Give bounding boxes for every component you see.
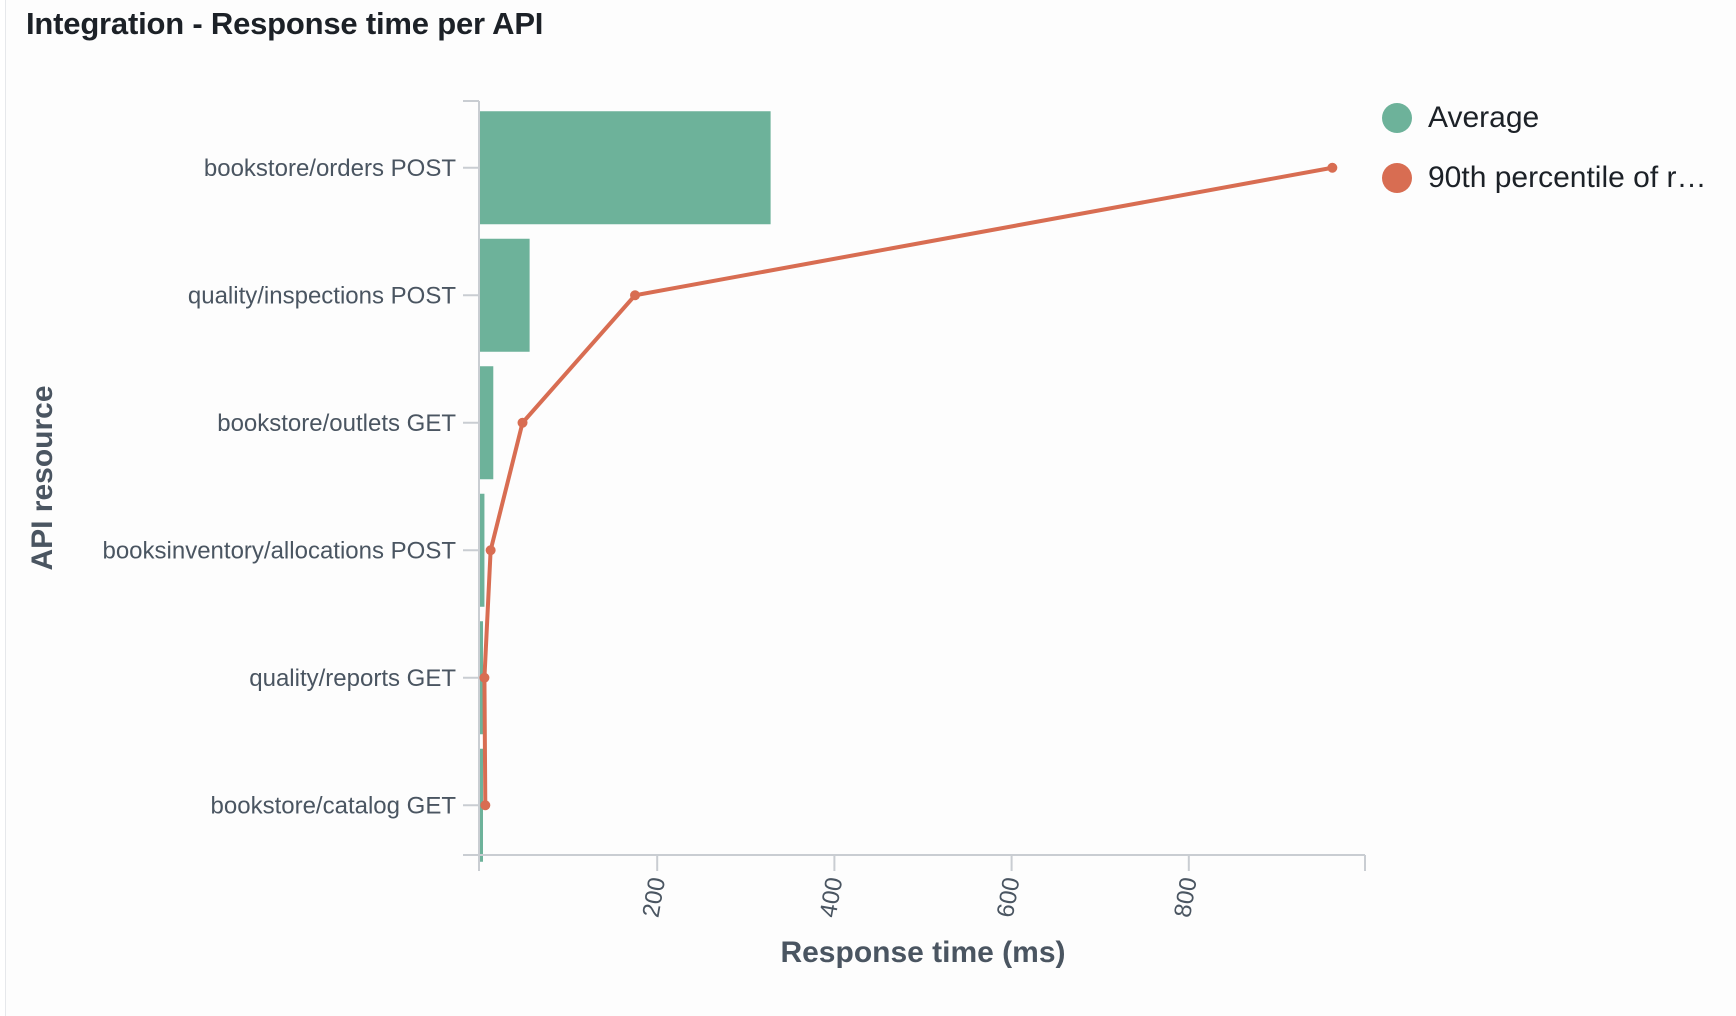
chart-legend: Average 90th percentile of r… (1382, 88, 1732, 208)
p90-line (482, 165, 1333, 806)
bar-average-0 (480, 111, 771, 225)
p90-point-5 (480, 800, 491, 811)
p90-point-1 (630, 290, 641, 301)
bar-average-1 (480, 238, 530, 352)
legend-swatch-average (1382, 103, 1412, 133)
y-axis-tick-labels: bookstore/orders POST quality/inspections… (102, 155, 456, 820)
x-tick-label-1: 400 (815, 875, 849, 919)
x-tick-label-0: 200 (638, 875, 672, 919)
legend-item-p90[interactable]: 90th percentile of r… (1382, 148, 1732, 208)
y-tick-label-4: quality/reports GET (249, 665, 456, 692)
y-tick-label-5: bookstore/catalog GET (211, 792, 457, 819)
legend-label-p90: 90th percentile of r… (1428, 161, 1707, 194)
axes (463, 100, 1366, 871)
y-tick-label-1: quality/inspections POST (188, 282, 456, 309)
x-tick-label-2: 600 (992, 875, 1026, 919)
x-tick-label-3: 800 (1169, 875, 1203, 919)
legend-label-average: Average (1428, 101, 1540, 134)
average-bars (480, 111, 771, 862)
p90-point-0 (1327, 162, 1338, 173)
p90-line-series (479, 162, 1338, 811)
y-tick-label-3: booksinventory/allocations POST (102, 537, 456, 564)
y-axis-title: API resource (26, 385, 59, 570)
y-tick-label-2: bookstore/outlets GET (217, 410, 456, 437)
x-axis-tick-labels: 200 400 600 800 (638, 875, 1203, 919)
bar-average-3 (480, 493, 485, 607)
chart-panel (5, 0, 1736, 1016)
y-tick-label-0: bookstore/orders POST (204, 155, 456, 182)
p90-point-3 (485, 545, 496, 556)
legend-item-average[interactable]: Average (1382, 88, 1732, 148)
p90-point-2 (517, 417, 528, 428)
p90-point-4 (479, 672, 490, 683)
panel-title: Integration - Response time per API (26, 6, 544, 41)
bar-average-2 (480, 366, 494, 480)
legend-swatch-p90 (1382, 163, 1412, 193)
x-axis-title: Response time (ms) (780, 936, 1065, 969)
